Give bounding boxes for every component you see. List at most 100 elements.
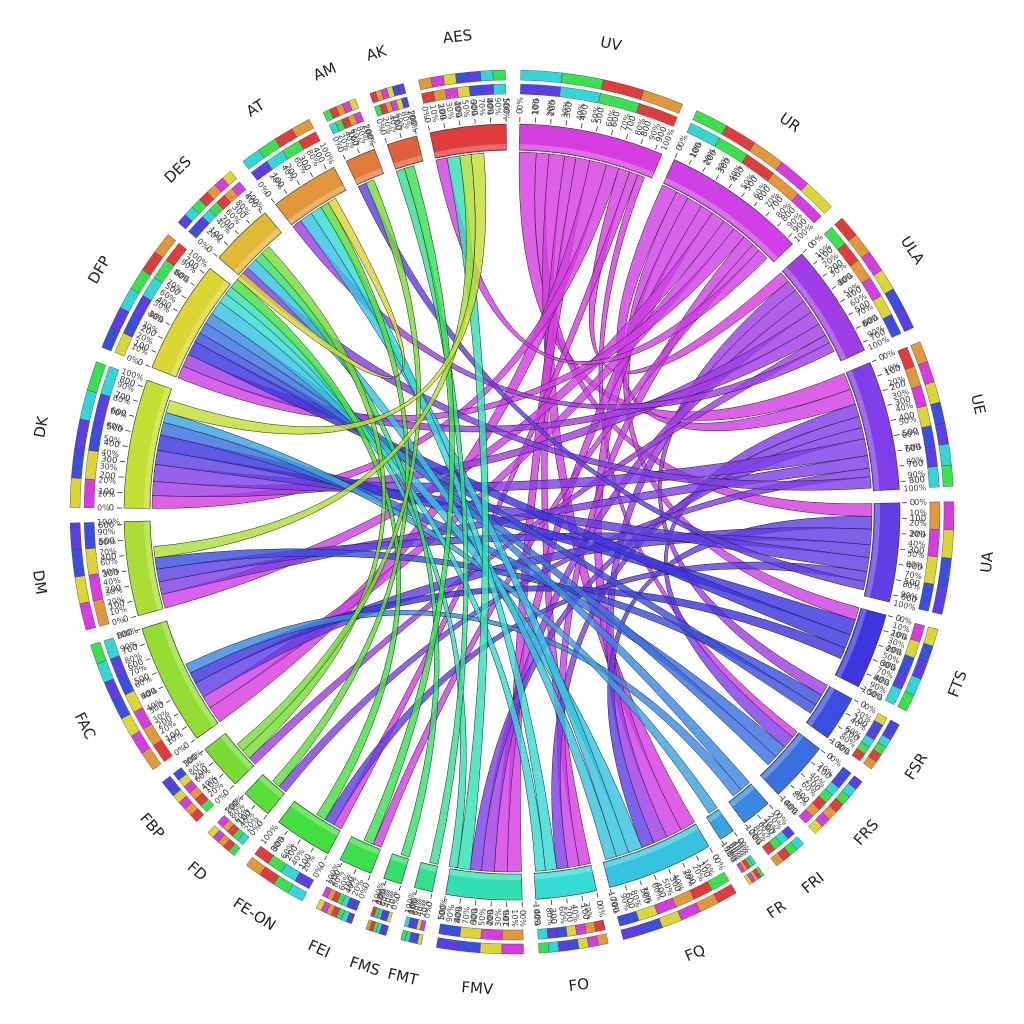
ribbon-fts-dfp (188, 341, 851, 649)
tick-label-fri-0: 0 (771, 808, 782, 819)
stack-dk-0-0 (83, 478, 96, 508)
segment-label-dm: DM (29, 569, 50, 596)
tick-label-ak-200: 200 (405, 109, 419, 127)
tick-am-100 (357, 148, 360, 154)
tick-ula-0 (802, 248, 808, 253)
stack-ue-1-0 (910, 341, 928, 366)
pct-label-aes-7: 70% (477, 98, 487, 117)
tick-fts-0 (887, 615, 893, 618)
tick-label-fts-0: 0 (894, 613, 902, 624)
tick-fts-500 (860, 687, 865, 691)
pct-label-dk-0: 0% (97, 503, 110, 512)
arc-at (275, 166, 347, 226)
pct-label-fei-0: 0% (357, 885, 370, 900)
tick-frs-100 (811, 761, 816, 766)
pct-label-aes-3: 30% (444, 101, 456, 120)
pct-label-fms-0: 0% (389, 896, 401, 911)
arc-strip-ur (663, 177, 779, 262)
stack-ula-0-5 (882, 314, 902, 338)
stack-fmv-1-2 (457, 940, 481, 954)
tick-fq-400 (653, 874, 657, 880)
tick-ak-100 (399, 133, 402, 139)
pct-label-fmt-4: 80% (407, 896, 420, 916)
ribbon-fri-dfp (205, 313, 751, 791)
tick-label-dk-300: 300 (100, 454, 117, 466)
pct-label-ue-0: 0% (882, 348, 898, 361)
stack-ak-1-5 (397, 83, 407, 95)
arc-strip-fe-on (290, 802, 340, 836)
tick-label-uv-500: 500 (594, 107, 607, 125)
tick-fbp-200 (208, 762, 214, 766)
tick-fts-100 (883, 630, 889, 633)
segment-label-dk: DK (30, 414, 52, 439)
stack-fo-0-3 (565, 924, 577, 937)
tick-label-uv-0: 0 (515, 109, 525, 115)
arc-strip-fo (534, 866, 593, 880)
tick-dm-300 (121, 570, 127, 573)
pct-label-aes-9: 90% (493, 97, 503, 115)
tick-ue-100 (877, 374, 883, 377)
arc-dfp (151, 267, 231, 378)
tick-at-200 (296, 180, 300, 186)
pct-label-dm-6: 60% (100, 556, 119, 567)
arc-fms (383, 853, 410, 885)
tick-fsr-300 (828, 738, 834, 743)
pct-label-ua-4: 40% (908, 539, 927, 549)
tick-label-uv-600: 600 (609, 110, 623, 128)
tick-ua-400 (898, 564, 904, 566)
tick-label-fac-0: 0 (182, 740, 192, 751)
tick-label-fe-on-0: 0 (317, 860, 328, 870)
pct-label-dm-0: 0% (111, 615, 126, 627)
tick-fts-200 (878, 644, 884, 648)
tick-label-fms-0: 0 (393, 892, 404, 900)
arc-fe-on (278, 800, 341, 854)
pct-label-ak-0: 0% (374, 118, 387, 133)
stack-at-1-3 (291, 119, 315, 138)
pct-label-fo-3: 60% (557, 906, 568, 925)
stack-fo-1-4 (557, 940, 570, 952)
pct-label-ue-7: 70% (903, 442, 922, 454)
ribbon-ur-fei (372, 244, 760, 848)
tick-label-ak-100: 100 (389, 114, 403, 132)
tick-label-fq-0: 0 (709, 853, 720, 863)
arc-uv (518, 123, 663, 179)
arc-strip-fms (390, 854, 409, 865)
pct-label-ue-5: 50% (898, 414, 918, 427)
tick-fbp-0 (229, 785, 235, 790)
arc-fac (141, 620, 219, 739)
tick-fbp-100 (219, 773, 224, 778)
tick-at-300 (309, 172, 314, 177)
stack-fts-1-4 (897, 690, 915, 712)
tick-ur-200 (702, 167, 706, 172)
tick-fq-600 (624, 885, 627, 891)
stack-aes-0-5 (481, 84, 495, 96)
tick-fe-on-0 (324, 855, 328, 860)
tick-dfp-200 (158, 335, 163, 339)
stack-ua-0-1 (927, 528, 940, 558)
segment-label-at: AT (243, 95, 269, 120)
arc-fmv (445, 868, 523, 901)
tick-ula-100 (813, 260, 818, 265)
tick-label-ua-200: 200 (909, 530, 926, 541)
stack-am-1-4 (348, 98, 360, 111)
tick-fac-700 (140, 643, 146, 647)
stack-dk-1-0 (69, 477, 82, 508)
ribbon-dm-aes (153, 154, 476, 559)
tick-fo-100 (581, 895, 584, 901)
stack-ur-0-4 (791, 193, 822, 224)
tick-label-fms-100: 100 (374, 887, 389, 906)
tick-ula-200 (822, 273, 828, 277)
stack-aes-0-4 (469, 84, 483, 97)
stack-fo-0-1 (584, 921, 597, 934)
stack-aes-1-2 (442, 73, 457, 86)
tick-ur-600 (753, 201, 758, 207)
tick-frs-0 (820, 749, 826, 754)
segment-label-ua: UA (977, 550, 997, 574)
tick-dm-200 (124, 585, 130, 588)
tick-fq-700 (609, 889, 612, 895)
tick-label-ula-0: 0 (806, 240, 817, 251)
stack-ua-0-3 (918, 582, 935, 612)
tick-label-dk-0: 0 (109, 503, 115, 513)
ribbon-fsr-dfp (194, 332, 817, 714)
stack-ue-0-6 (927, 466, 940, 488)
